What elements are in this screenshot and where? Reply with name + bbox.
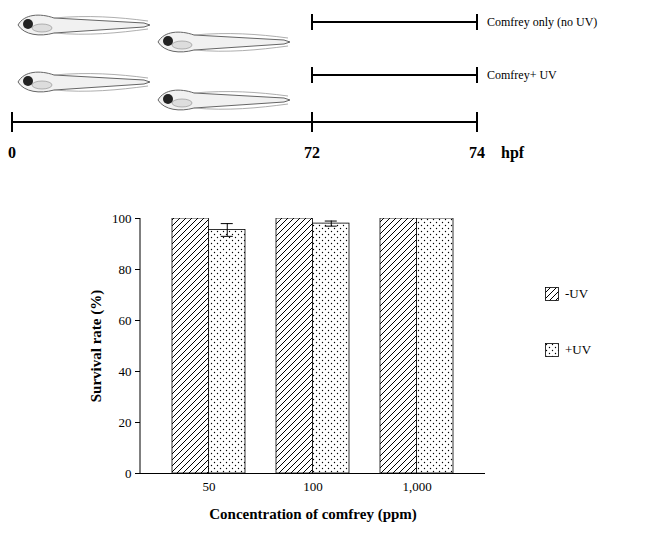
svg-text:Concentration of comfrey (ppm): Concentration of comfrey (ppm) xyxy=(209,506,417,523)
svg-text:20: 20 xyxy=(119,415,132,430)
html-text:-UV: -UV xyxy=(565,286,589,301)
html-text:+UV: +UV xyxy=(565,342,592,357)
svg-text:hpf: hpf xyxy=(501,144,525,162)
svg-text:72: 72 xyxy=(304,144,320,161)
svg-text:0: 0 xyxy=(125,466,132,481)
svg-text:50: 50 xyxy=(203,479,216,494)
svg-text:Survival rate (%): Survival rate (%) xyxy=(88,290,105,402)
svg-text:80: 80 xyxy=(119,262,132,277)
svg-text:100: 100 xyxy=(112,211,132,226)
svg-text:1,000: 1,000 xyxy=(402,479,431,494)
svg-text:Comfrey+ UV: Comfrey+ UV xyxy=(487,68,557,82)
svg-text:60: 60 xyxy=(119,313,132,328)
svg-text:100: 100 xyxy=(303,479,323,494)
svg-text:74: 74 xyxy=(469,144,485,161)
svg-text:Comfrey only (no UV): Comfrey only (no UV) xyxy=(487,15,597,29)
svg-text:0: 0 xyxy=(8,144,16,161)
svg-text:40: 40 xyxy=(119,364,132,379)
